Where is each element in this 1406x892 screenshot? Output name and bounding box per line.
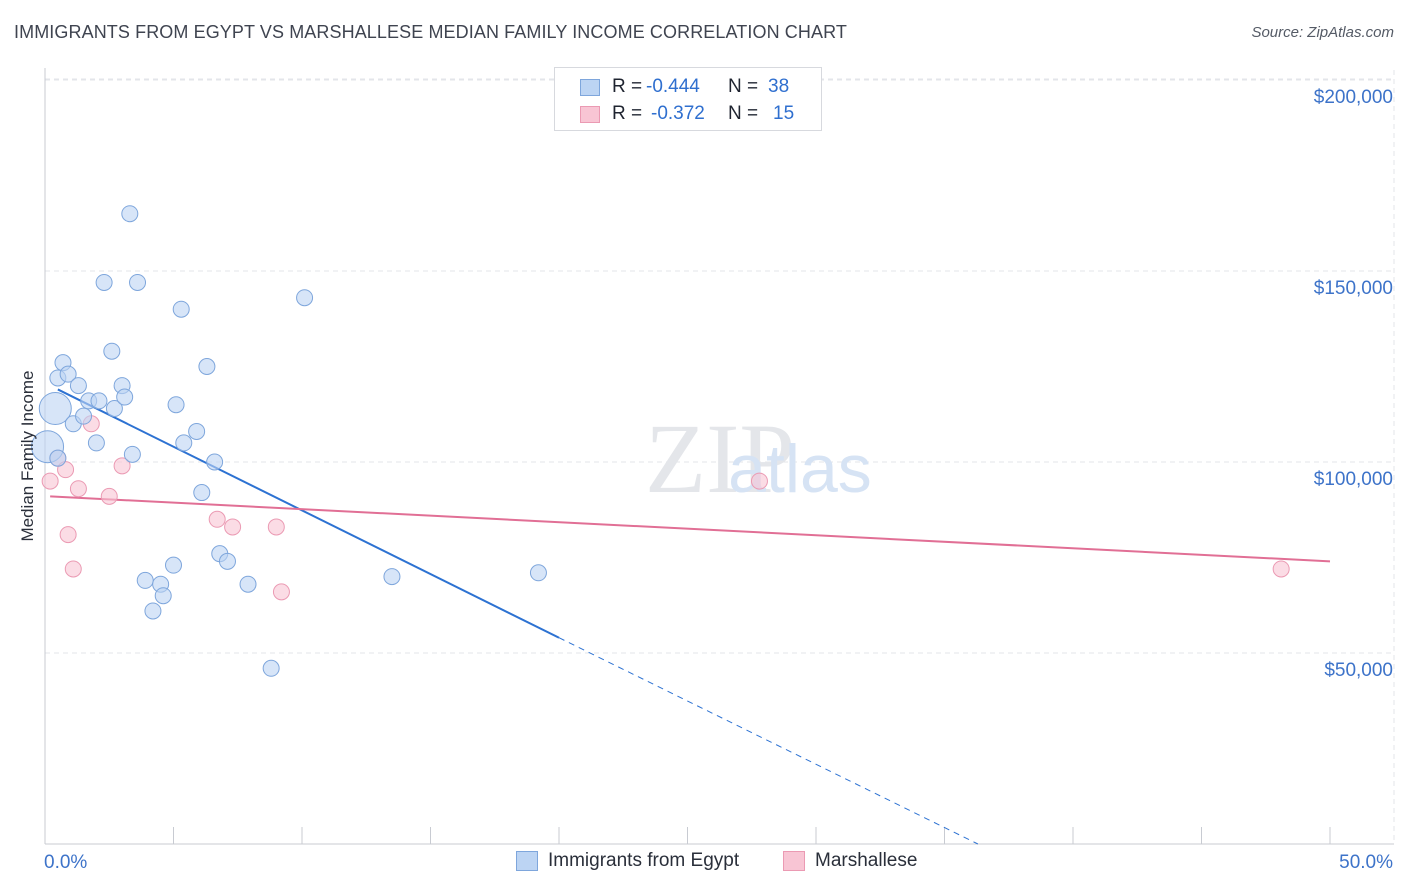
egypt-point	[188, 422, 206, 440]
egypt-point	[218, 552, 236, 570]
marshallese-point	[267, 518, 285, 536]
n-value: 38	[768, 76, 790, 97]
egypt-point	[206, 453, 224, 471]
egypt-point	[165, 556, 182, 574]
egypt-point	[121, 205, 139, 223]
axes	[44, 68, 1394, 845]
egypt-point	[116, 388, 134, 406]
r-label: R =	[612, 76, 643, 97]
marshallese-point	[64, 560, 82, 578]
y-tick-label: $200,000	[1313, 87, 1393, 108]
marshallese-point	[100, 487, 118, 505]
egypt-point	[144, 602, 162, 620]
legend-label: Marshallese	[815, 850, 918, 871]
egypt-point	[123, 445, 141, 463]
marshallese-point	[69, 480, 87, 498]
egypt-trend-line	[57, 388, 560, 639]
legend-row-egypt: R = -0.444 N = 38	[580, 75, 789, 99]
watermark-atlas-icon: atlas	[728, 431, 872, 507]
egypt-point	[262, 659, 280, 677]
egypt-point	[129, 273, 147, 291]
y-tick-label: $50,000	[1324, 660, 1393, 681]
egypt-point	[383, 568, 401, 586]
egypt-point	[529, 564, 547, 582]
legend-label: Immigrants from Egypt	[548, 850, 740, 871]
marshallese-point	[41, 472, 59, 490]
watermark-zip-icon: ZIP	[645, 403, 795, 514]
x-tick-label-right: 50.0%	[1339, 852, 1393, 873]
egypt-point	[172, 300, 190, 318]
grid-lines	[45, 70, 1395, 844]
egypt-point	[136, 571, 154, 589]
egypt-point	[90, 392, 108, 410]
marshallese-point	[1272, 560, 1290, 578]
marshallese-swatch	[580, 105, 600, 123]
marshallese-point	[113, 457, 131, 475]
marshallese-point	[224, 518, 242, 536]
egypt-point	[87, 434, 105, 452]
egypt-point	[154, 587, 172, 605]
trend-lines	[50, 388, 1331, 845]
egypt-point	[38, 392, 72, 426]
egypt-point	[105, 400, 123, 418]
legend-item-marshallese[interactable]: Marshallese	[783, 850, 917, 872]
egypt-point	[193, 484, 211, 502]
egypt-swatch	[516, 851, 538, 871]
source-label: Source: ZipAtlas.com	[1251, 24, 1394, 41]
n-label: N =	[728, 76, 759, 97]
egypt-point	[95, 273, 113, 291]
egypt-swatch	[580, 78, 600, 96]
marshallese-point	[272, 583, 290, 601]
marshallese-point	[750, 472, 768, 490]
x-tick-label-left: 0.0%	[44, 852, 88, 873]
egypt-point	[59, 365, 77, 383]
legend-row-marshallese: R = -0.372 N = 15	[580, 102, 794, 126]
marshallese-point	[59, 526, 77, 544]
egypt-point	[167, 396, 185, 414]
n-value: 15	[773, 103, 795, 124]
stats-legend: R = -0.444 N = 38 R = -0.372 N = 15	[554, 67, 822, 131]
marshallese-swatch	[783, 851, 805, 871]
r-value: -0.372	[651, 103, 705, 124]
egypt-point	[239, 575, 257, 593]
egypt-trend-extension	[558, 637, 979, 845]
egypt-point	[103, 342, 121, 360]
egypt-point	[69, 377, 87, 395]
chart-title: IMMIGRANTS FROM EGYPT VS MARSHALLESE MED…	[14, 22, 847, 42]
egypt-point	[198, 358, 216, 375]
egypt-point	[175, 434, 193, 452]
y-tick-label: $100,000	[1313, 469, 1393, 490]
y-axis-label: Median Family Income	[18, 370, 37, 542]
scatter-points	[31, 205, 1290, 677]
n-label: N =	[728, 103, 759, 124]
r-value: -0.444	[646, 76, 700, 97]
egypt-point	[49, 449, 67, 467]
egypt-point	[75, 407, 93, 425]
egypt-point	[296, 289, 314, 307]
legend-item-egypt[interactable]: Immigrants from Egypt	[516, 850, 739, 872]
marshallese-trend-line	[50, 495, 1331, 563]
r-label: R =	[612, 103, 643, 124]
marshallese-point	[208, 510, 226, 528]
y-tick-label: $150,000	[1313, 278, 1393, 299]
